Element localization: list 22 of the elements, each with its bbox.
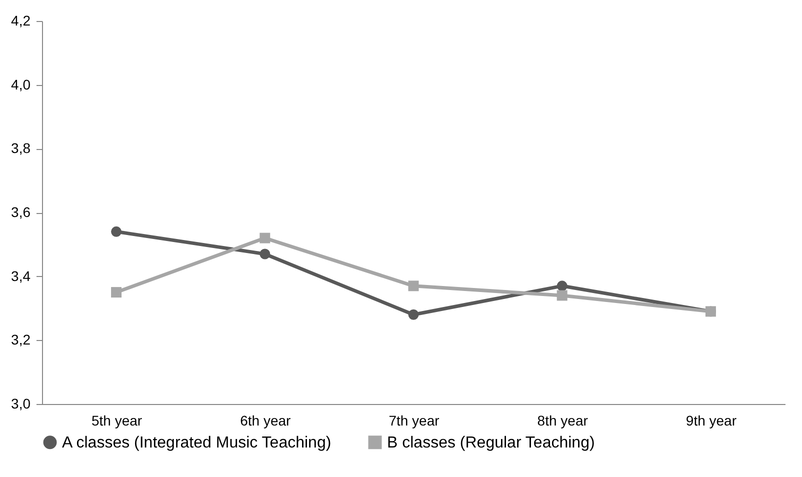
x-tick-label: 7th year: [388, 412, 440, 428]
y-tick-label: 4,0: [11, 76, 31, 92]
y-tick-label: 3,8: [11, 140, 31, 156]
x-tick-label: 8th year: [537, 412, 588, 428]
point: [260, 232, 270, 244]
y-tick-label: 3,0: [11, 396, 31, 412]
x-tick-label: 6th year: [240, 412, 292, 428]
point: [111, 226, 122, 237]
y-tick-label: 4,2: [11, 12, 31, 28]
legend-label: B classes (Regular Teaching): [387, 434, 595, 452]
point: [111, 287, 122, 298]
x-tick-label: 9th year: [686, 412, 737, 428]
legend-label: A classes (Integrated Music Teaching): [62, 434, 332, 452]
point: [408, 309, 419, 320]
point: [556, 290, 568, 301]
y-tick-label: 3,6: [11, 204, 31, 220]
point: [556, 280, 568, 292]
x-tick-label: 5th year: [92, 412, 142, 428]
point: [260, 248, 270, 260]
y-tick-label: 3,2: [11, 332, 31, 348]
point: [408, 280, 419, 292]
y-tick-label: 3,4: [11, 268, 31, 284]
